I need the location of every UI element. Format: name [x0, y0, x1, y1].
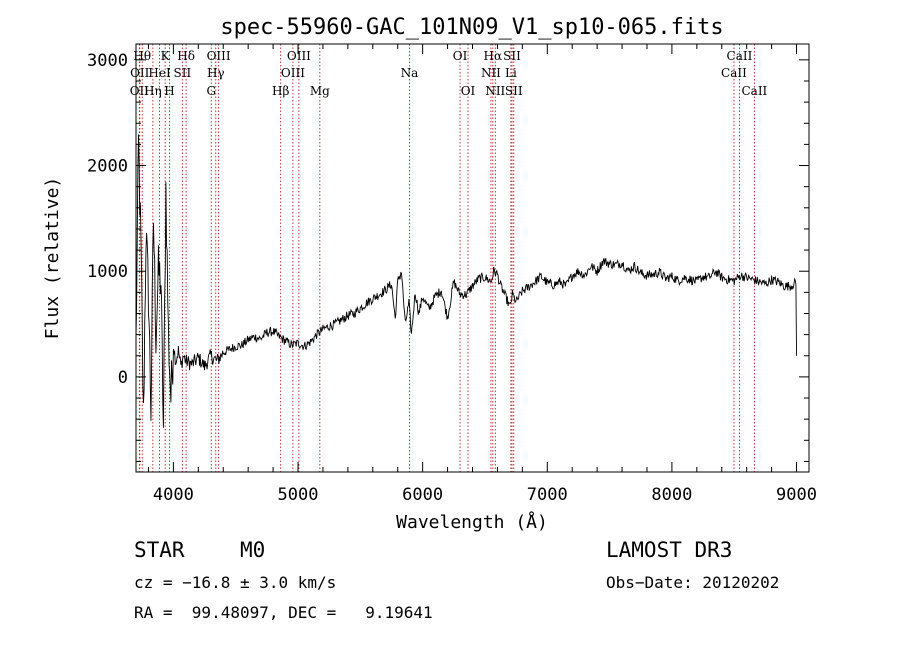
- x-tick-label: 5000: [278, 485, 319, 505]
- coordinates-text: RA = 99.48097, DEC = 9.19641: [134, 603, 433, 622]
- line-marker-label: OI: [461, 84, 476, 98]
- object-class: STAR: [134, 538, 185, 562]
- line-marker-label: CaII: [721, 66, 747, 80]
- y-tick-label: 2000: [87, 157, 128, 177]
- line-marker-label: HeI: [148, 66, 171, 80]
- line-marker-label: NII: [485, 84, 505, 98]
- obs-date-text: Obs−Date: 20120202: [606, 573, 780, 592]
- line-marker-label: OIII: [281, 66, 305, 80]
- line-marker-label: Hα: [484, 49, 503, 63]
- line-marker-lines: [138, 44, 755, 472]
- y-tick-label: 1000: [87, 262, 128, 282]
- line-marker-label: Li: [505, 66, 517, 80]
- x-axis-label: Wavelength (Å): [396, 511, 548, 533]
- x-tick-label: 7000: [527, 485, 568, 505]
- object-subclass: M0: [240, 538, 266, 562]
- line-marker-label: Hβ: [272, 84, 289, 98]
- line-marker-label: K: [161, 49, 171, 63]
- line-marker-label: G: [206, 84, 216, 98]
- line-marker-label: SII: [505, 84, 523, 98]
- line-marker-label: CaII: [741, 84, 767, 98]
- line-marker-label: NII: [481, 66, 501, 80]
- y-tick-label: 3000: [87, 51, 128, 71]
- y-tick-label: 0: [118, 368, 128, 388]
- line-marker-label: OII: [130, 66, 150, 80]
- spectrum-group: [135, 134, 797, 428]
- line-marker-label: H: [164, 84, 174, 98]
- line-marker-label: OIII: [287, 49, 311, 63]
- line-marker-label: Na: [401, 66, 419, 80]
- y-axis-label: Flux (relative): [42, 177, 63, 340]
- line-marker-label: Hγ: [207, 66, 225, 80]
- x-tick-label: 6000: [402, 485, 443, 505]
- x-axis-ticks: 4000 5000 6000 7000 8000 9000: [147, 44, 817, 505]
- line-marker-label: CaII: [727, 49, 753, 63]
- line-marker-label: OI: [453, 49, 468, 63]
- line-marker-label: SII: [503, 49, 521, 63]
- line-marker-label: Hδ: [177, 49, 195, 63]
- line-marker-label: SII: [174, 66, 192, 80]
- line-marker-label: OIII: [207, 49, 231, 63]
- redshift-text: cz = −16.8 ± 3.0 km/s: [134, 573, 337, 592]
- spectrum-line: [135, 134, 797, 428]
- plot-frame: [135, 43, 810, 473]
- line-marker-label: Mg: [310, 84, 330, 98]
- line-marker-label: OII: [130, 84, 150, 98]
- x-tick-label: 8000: [651, 485, 692, 505]
- chart-title: spec-55960-GAC_101N09_V1_sp10-065.fits: [220, 15, 723, 40]
- line-marker-label: Hη: [144, 84, 162, 98]
- x-tick-label: 9000: [776, 485, 817, 505]
- x-tick-label: 4000: [153, 485, 194, 505]
- line-marker-labels: OIIOIIHθHηHeIKHSIIHδGHγOIIIHβOIIIOIIIMgN…: [130, 49, 768, 98]
- survey-name: LAMOST DR3: [606, 538, 733, 562]
- y-axis-ticks: 0 1000 2000 3000: [87, 51, 809, 462]
